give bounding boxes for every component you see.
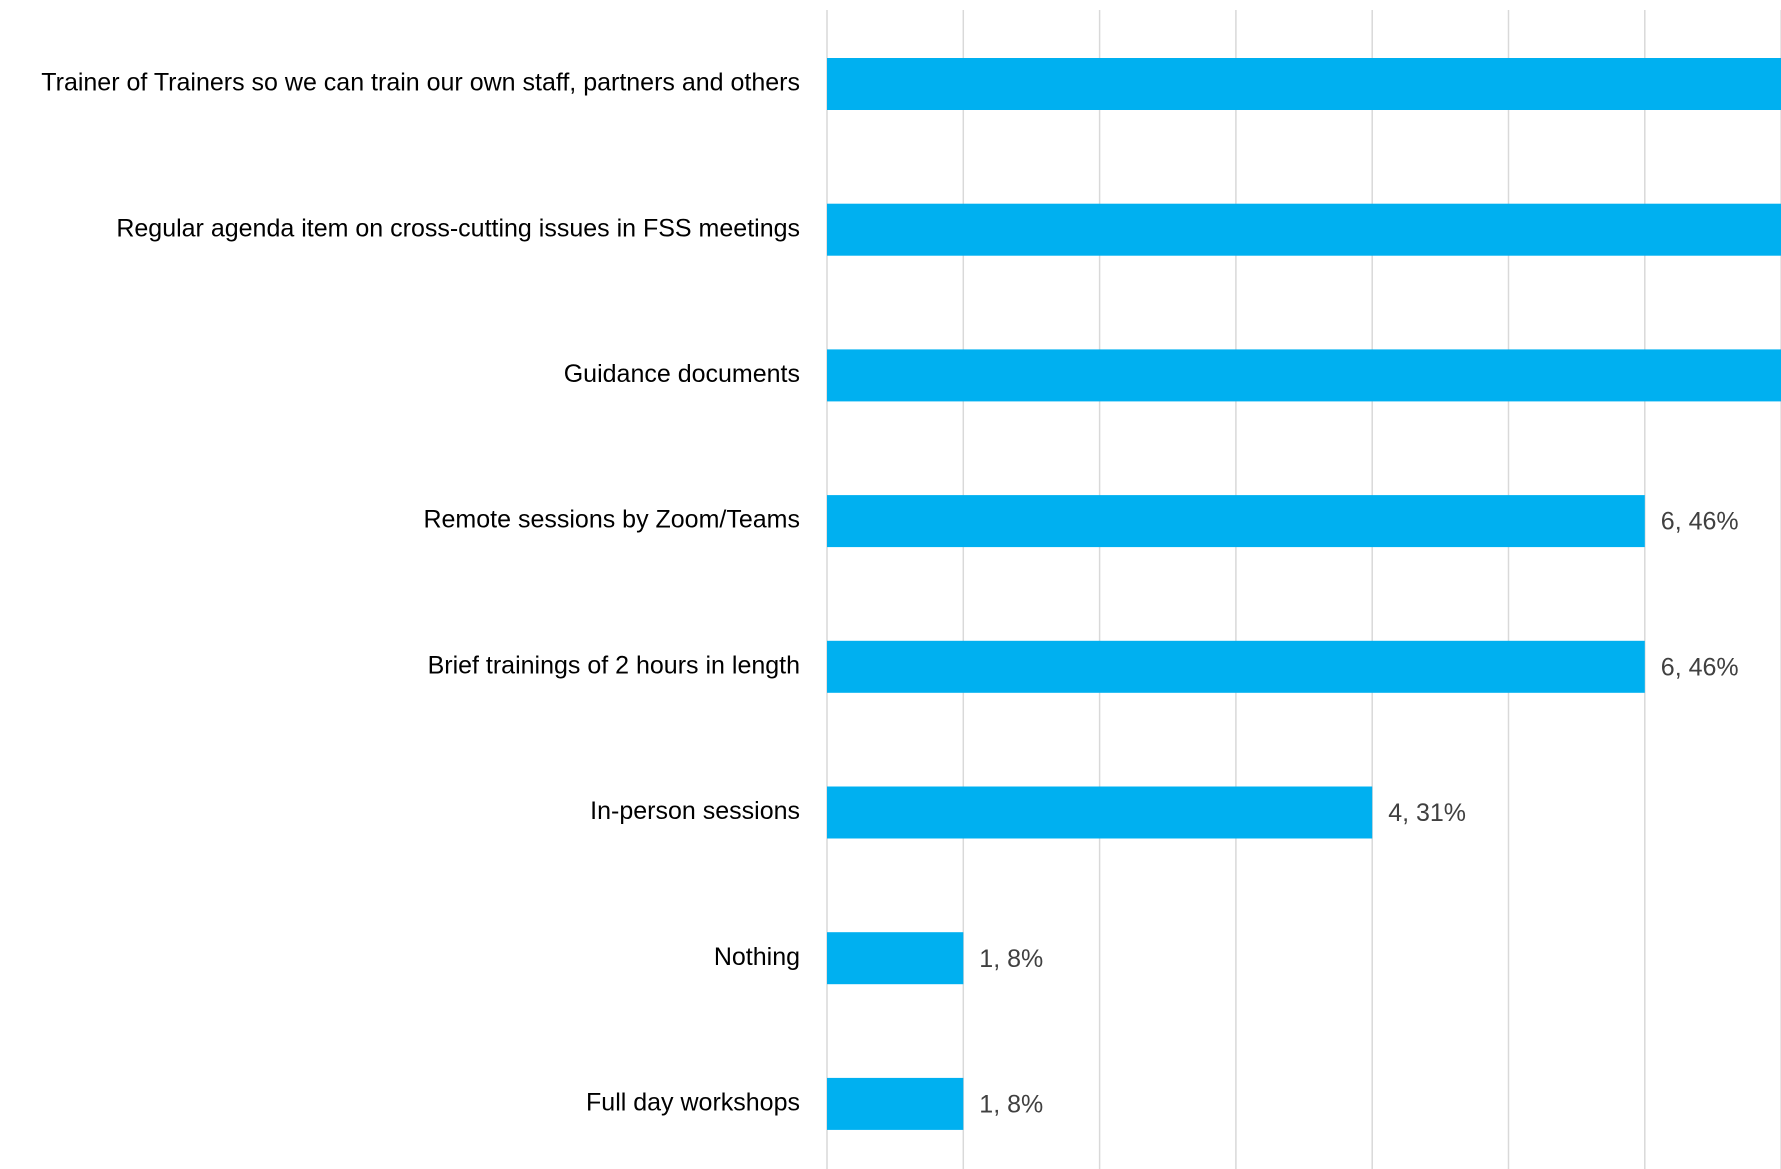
category-labels: Trainer of Trainers so we can train our … — [41, 69, 800, 1117]
bar — [827, 786, 1373, 839]
bar — [827, 203, 1781, 256]
data-label: 6, 46% — [1661, 508, 1739, 536]
category-label: Trainer of Trainers so we can train our … — [41, 69, 800, 97]
bar — [827, 932, 964, 985]
data-labels: 8, 62%8, 62%7, 54%6, 46%6, 46%4, 31%1, 8… — [979, 508, 1739, 1119]
category-label: Remote sessions by Zoom/Teams — [423, 506, 800, 534]
category-label: Regular agenda item on cross-cutting iss… — [116, 214, 800, 242]
bar — [827, 1077, 964, 1130]
bar — [827, 495, 1645, 548]
bar — [827, 640, 1645, 693]
data-label: 6, 46% — [1661, 653, 1739, 681]
category-label: Full day workshops — [586, 1089, 800, 1117]
data-label: 4, 31% — [1388, 799, 1466, 827]
category-label: Brief trainings of 2 hours in length — [428, 651, 800, 679]
category-label: Guidance documents — [564, 360, 800, 388]
bar — [827, 58, 1781, 110]
bars — [827, 58, 1781, 1130]
gridlines — [826, 10, 1781, 1169]
bar — [827, 349, 1781, 402]
data-label: 1, 8% — [979, 945, 1043, 973]
category-label: In-person sessions — [590, 797, 800, 825]
data-label: 1, 8% — [979, 1091, 1043, 1119]
category-label: Nothing — [714, 943, 800, 971]
